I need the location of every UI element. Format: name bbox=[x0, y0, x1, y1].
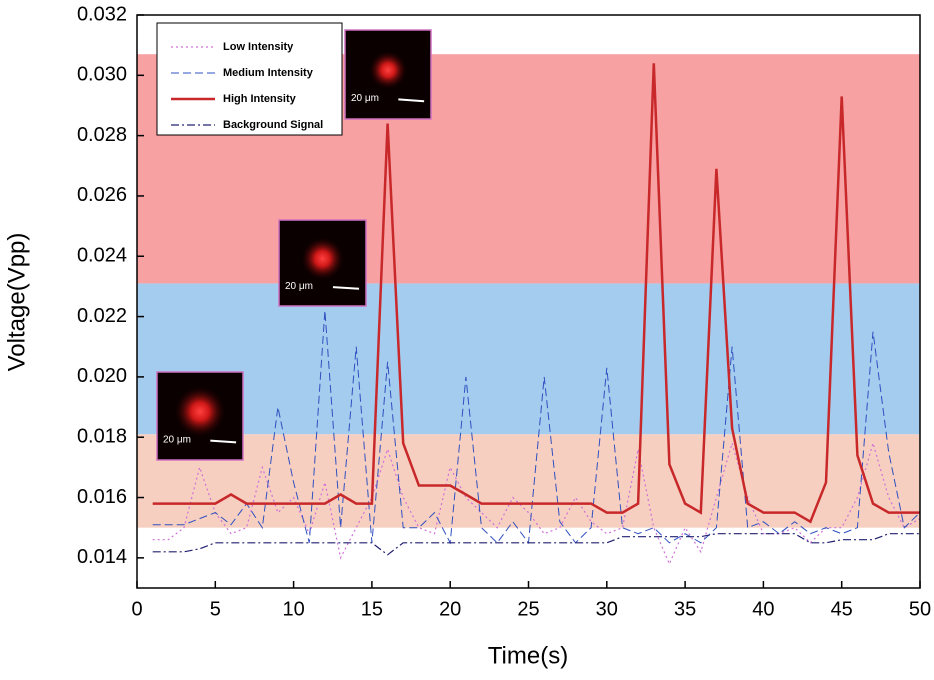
x-tick-label: 0 bbox=[131, 598, 142, 620]
legend bbox=[156, 22, 343, 136]
series-line bbox=[152, 441, 920, 566]
band bbox=[137, 434, 920, 528]
x-tick-label: 45 bbox=[831, 598, 853, 620]
x-tick-label: 5 bbox=[210, 598, 221, 620]
x-tick-label: 15 bbox=[361, 598, 383, 620]
inset-cell bbox=[174, 385, 226, 438]
legend-label: Low Intensity bbox=[223, 41, 294, 53]
legend-label: Medium Intensity bbox=[223, 67, 314, 79]
y-tick-label: 0.018 bbox=[77, 425, 127, 447]
scale-bar bbox=[332, 286, 360, 290]
inset-cell bbox=[300, 236, 345, 281]
plot-area bbox=[152, 63, 920, 566]
series-line bbox=[152, 63, 920, 524]
inset-cell bbox=[368, 50, 408, 90]
series-line bbox=[152, 533, 920, 556]
y-axis-label: Voltage(Vpp) bbox=[3, 233, 30, 372]
series-line bbox=[152, 310, 920, 545]
scale-label: 20 μm bbox=[163, 434, 191, 445]
x-tick-label: 35 bbox=[674, 598, 696, 620]
y-tick-label: 0.028 bbox=[77, 124, 127, 146]
x-tick-label: 40 bbox=[752, 598, 774, 620]
scale-bar bbox=[398, 98, 425, 103]
inset-image bbox=[278, 219, 367, 307]
scale-label: 20 μm bbox=[285, 281, 313, 292]
x-tick-label: 30 bbox=[596, 598, 618, 620]
y-tick-label: 0.026 bbox=[77, 184, 127, 206]
x-tick-label: 50 bbox=[909, 598, 931, 620]
band bbox=[137, 283, 920, 435]
x-tick-label: 20 bbox=[439, 598, 461, 620]
legend-label: High Intensity bbox=[223, 93, 297, 105]
y-tick-label: 0.022 bbox=[77, 305, 127, 327]
y-tick-label: 0.016 bbox=[77, 486, 127, 508]
x-tick-label: 25 bbox=[517, 598, 539, 620]
legend-label: Background Signal bbox=[223, 119, 323, 131]
y-tick-label: 0.024 bbox=[77, 245, 127, 267]
scale-bar bbox=[210, 439, 237, 444]
y-tick-label: 0.020 bbox=[77, 365, 127, 387]
x-axis-label: Time(s) bbox=[488, 642, 568, 669]
y-tick-label: 0.032 bbox=[77, 3, 127, 25]
scale-label: 20 μm bbox=[351, 93, 379, 104]
y-tick-label: 0.014 bbox=[77, 546, 127, 568]
y-tick-label: 0.030 bbox=[77, 64, 127, 86]
plot-frame bbox=[136, 14, 921, 589]
x-tick-label: 10 bbox=[282, 598, 304, 620]
